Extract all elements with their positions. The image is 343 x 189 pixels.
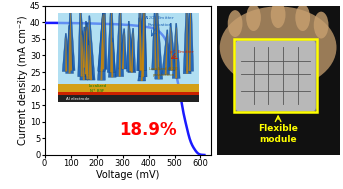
Text: Flexible
module: Flexible module [258,124,298,144]
X-axis label: Voltage (mV): Voltage (mV) [96,170,159,180]
FancyBboxPatch shape [235,40,316,112]
Ellipse shape [246,4,261,31]
Ellipse shape [271,1,285,28]
Ellipse shape [220,6,336,88]
Ellipse shape [314,12,329,39]
Ellipse shape [295,4,310,31]
Text: 18.9%: 18.9% [119,121,177,139]
Y-axis label: Current density (mA cm⁻²): Current density (mA cm⁻²) [19,15,28,145]
Ellipse shape [228,10,243,37]
